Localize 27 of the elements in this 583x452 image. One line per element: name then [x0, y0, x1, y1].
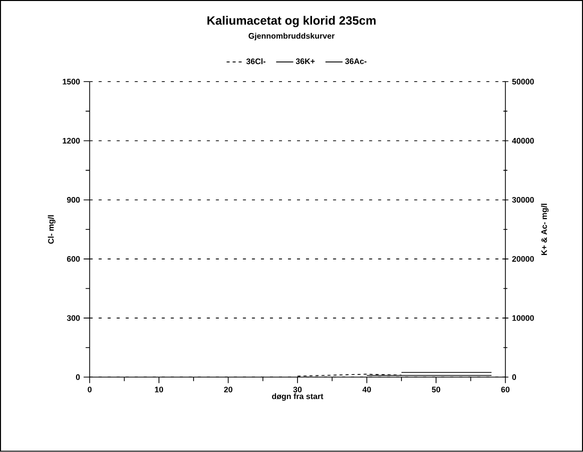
x-tick-label: 0: [88, 386, 92, 392]
chart-subtitle: Gjennombruddskurver: [248, 32, 335, 40]
y-tick-label: 0: [76, 374, 80, 380]
x-tick-label: 40: [362, 386, 371, 392]
y2-tick-label: 10000: [512, 315, 534, 321]
y2-tick-label: 40000: [512, 138, 534, 144]
chart-title: Kaliumacetat og klorid 235cm: [207, 16, 376, 28]
x-tick-label: 10: [154, 386, 164, 392]
y2-tick-label: 50000: [512, 78, 534, 85]
y-tick-label: 600: [67, 256, 80, 262]
y-axis-title: Cl- mg/l: [48, 215, 56, 244]
x-tick-label: 50: [432, 386, 440, 392]
legend-label: 36Ac-: [345, 58, 366, 64]
y2-axis-title: K+ & Ac- mg/l: [541, 204, 549, 256]
x-tick-label: 30: [293, 386, 302, 392]
legend-label: 36Cl-: [246, 58, 266, 64]
y2-tick-label: 30000: [512, 197, 534, 203]
y-tick-label: 1500: [62, 78, 80, 85]
y-tick-label: 1200: [62, 138, 80, 144]
x-axis-title: døgn fra start: [272, 393, 324, 401]
x-tick-label: 20: [224, 386, 232, 392]
y-tick-label: 300: [66, 315, 80, 321]
y2-tick-label: 0: [512, 374, 516, 380]
legend-label: 36K+: [296, 58, 315, 64]
x-tick-label: 60: [501, 386, 510, 392]
y-tick-label: 900: [67, 197, 80, 203]
y2-tick-label: 20000: [512, 256, 534, 262]
